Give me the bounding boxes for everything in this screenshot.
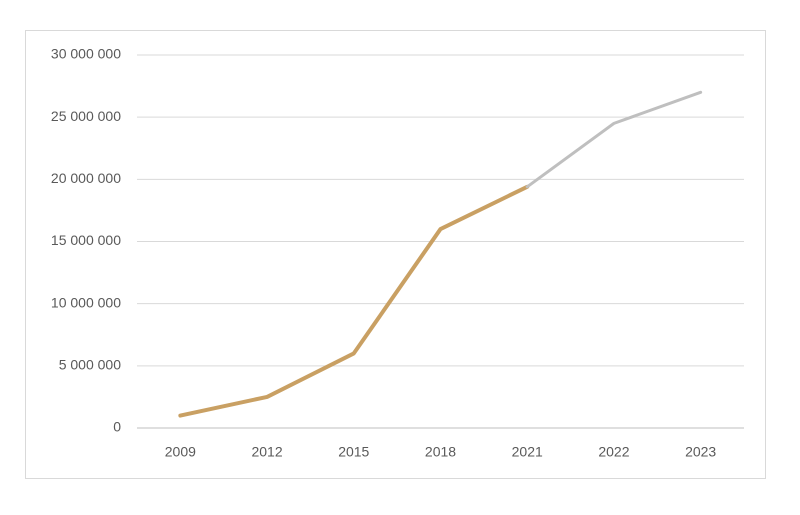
x-tick-label: 2022 xyxy=(598,444,629,460)
line-series xyxy=(525,90,703,189)
y-tick-label: 10 000 000 xyxy=(51,294,121,310)
line-series xyxy=(178,184,530,418)
y-tick-label: 15 000 000 xyxy=(51,232,121,248)
y-tick-label: 0 xyxy=(113,419,121,435)
chart-frame xyxy=(25,30,766,479)
x-tick-label: 2018 xyxy=(425,444,456,460)
y-tick-label: 5 000 000 xyxy=(59,357,121,373)
y-tick-label: 25 000 000 xyxy=(51,108,121,124)
y-tick-label: 20 000 000 xyxy=(51,170,121,186)
y-tick-label: 30 000 000 xyxy=(51,46,121,62)
x-tick-label: 2021 xyxy=(512,444,543,460)
x-tick-label: 2015 xyxy=(338,444,369,460)
x-tick-label: 2023 xyxy=(685,444,716,460)
x-tick-label: 2012 xyxy=(251,444,282,460)
x-tick-label: 2009 xyxy=(165,444,196,460)
